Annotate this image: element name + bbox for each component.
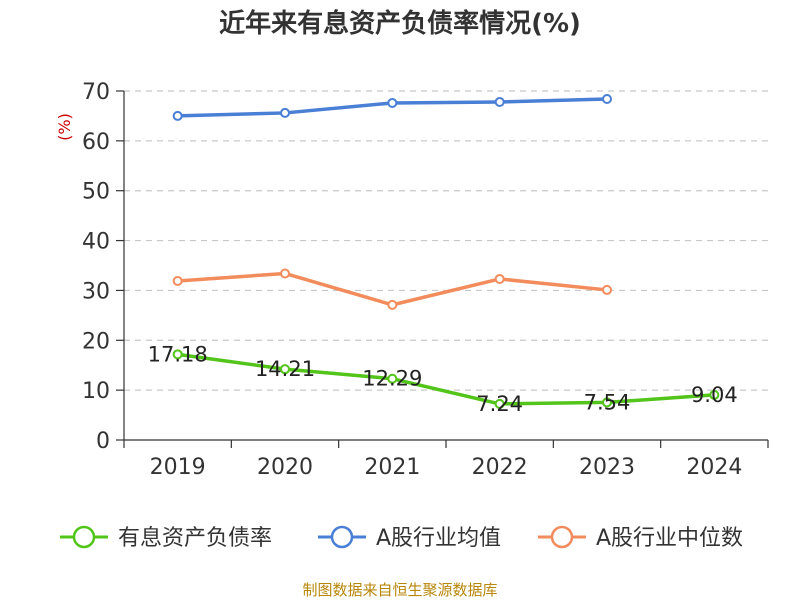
legend-label-1: A股行业均值 [376,526,501,551]
series-group [172,93,720,409]
x-tick-label: 2024 [686,455,742,480]
data-label: 7.54 [584,390,631,414]
series-point-0 [387,373,398,384]
data-label: 12.29 [362,367,422,391]
legend-label-2: A股行业中位数 [596,526,743,551]
x-tick-label: 2020 [257,455,313,480]
series-point-0 [280,364,290,375]
x-axis: 2019 2020 2021 2022 2023 2024 [123,91,769,480]
y-tick-label: 70 [82,80,110,105]
y-tick-label: 50 [82,180,110,205]
series-point-1 [387,97,398,108]
series-point-1 [280,107,290,118]
data-label: 7.24 [476,392,523,416]
data-label: 14.21 [255,357,315,381]
data-labels: 17.18 14.21 12.29 7.24 7.54 9.04 [148,342,738,416]
x-tick-label: 2019 [150,455,206,480]
y-tick-label: 40 [82,230,110,255]
legend-marker-1 [330,525,354,549]
series-point-1 [494,96,505,107]
series-point-0 [172,349,183,360]
legend: 有息资产负债率 A股行业均值 A股行业中位数 [60,525,743,551]
series-point-2 [280,268,290,279]
source-note: 制图数据来自恒生聚源数据库 [302,581,497,599]
series-point-2 [494,273,505,284]
x-tick-label: 2021 [364,455,420,480]
y-tick-label: 30 [82,279,110,304]
series-point-0 [709,389,720,400]
legend-marker-0 [72,525,96,549]
data-label: 17.18 [148,342,208,366]
series-point-2 [387,299,398,310]
y-tick-label: 0 [96,429,110,454]
y-axis-ticks: 0 10 20 30 40 50 60 70 [82,80,124,454]
series-line-0 [177,352,715,406]
y-tick-label: 20 [82,329,110,354]
series-point-2 [602,284,612,295]
legend-marker-2 [550,525,574,549]
y-tick-label: 10 [82,379,110,404]
series-point-1 [172,110,183,121]
legend-label-0: 有息资产负债率 [118,526,272,551]
series-point-2 [172,275,183,286]
x-tick-label: 2022 [472,455,528,480]
series-point-0 [494,398,505,409]
data-label: 9.04 [691,383,738,407]
y-axis-unit: (%) [55,113,74,141]
series-point-1 [602,93,612,104]
chart-title: 近年来有息资产负债率情况(%) [219,8,581,39]
grid-lines [124,90,768,391]
y-tick-label: 60 [82,130,110,155]
series-point-0 [602,397,612,408]
x-tick-label: 2023 [579,455,635,480]
